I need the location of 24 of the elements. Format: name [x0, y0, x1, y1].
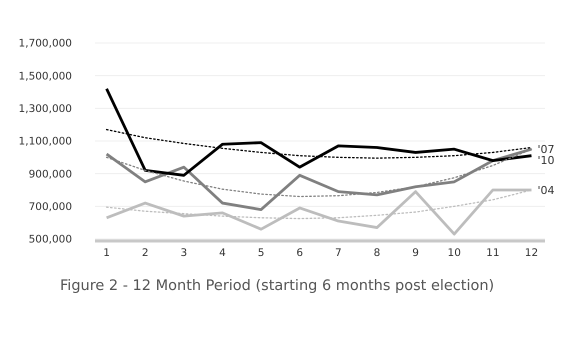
x-tick-label: 9	[412, 247, 419, 259]
y-tick-label: 500,000	[28, 234, 72, 246]
text: Figure 2 - 12 Month Period (starting 6 months post election)	[60, 278, 494, 294]
x-tick-label: 7	[335, 247, 342, 259]
y-tick-label: 1,500,000	[18, 70, 72, 82]
series-label: '10	[537, 154, 555, 168]
x-tick-label: 11	[486, 247, 500, 259]
y-tick-label: 1,700,000	[18, 38, 72, 50]
y-tick-label: 900,000	[28, 168, 72, 180]
series-label: '07	[537, 143, 555, 156]
y-tick-label: 700,000	[28, 201, 72, 214]
x-tick-label: 8	[374, 247, 380, 259]
x-tick-label: 4	[219, 247, 226, 259]
x-tick-label: 1	[103, 247, 110, 259]
x-tick-label: 5	[258, 247, 264, 259]
series-label: '04	[537, 184, 555, 197]
y-tick-label: 1,100,000	[18, 136, 72, 148]
x-tick-label: 3	[180, 247, 188, 259]
line-series	[105, 87, 533, 177]
x-tick-label: 12	[524, 247, 538, 259]
x-tick-label: 2	[142, 247, 149, 259]
x-tick-label: 10	[448, 247, 461, 259]
x-tick-label: 6	[296, 247, 304, 259]
y-tick-label: 1,300,000	[18, 103, 72, 116]
